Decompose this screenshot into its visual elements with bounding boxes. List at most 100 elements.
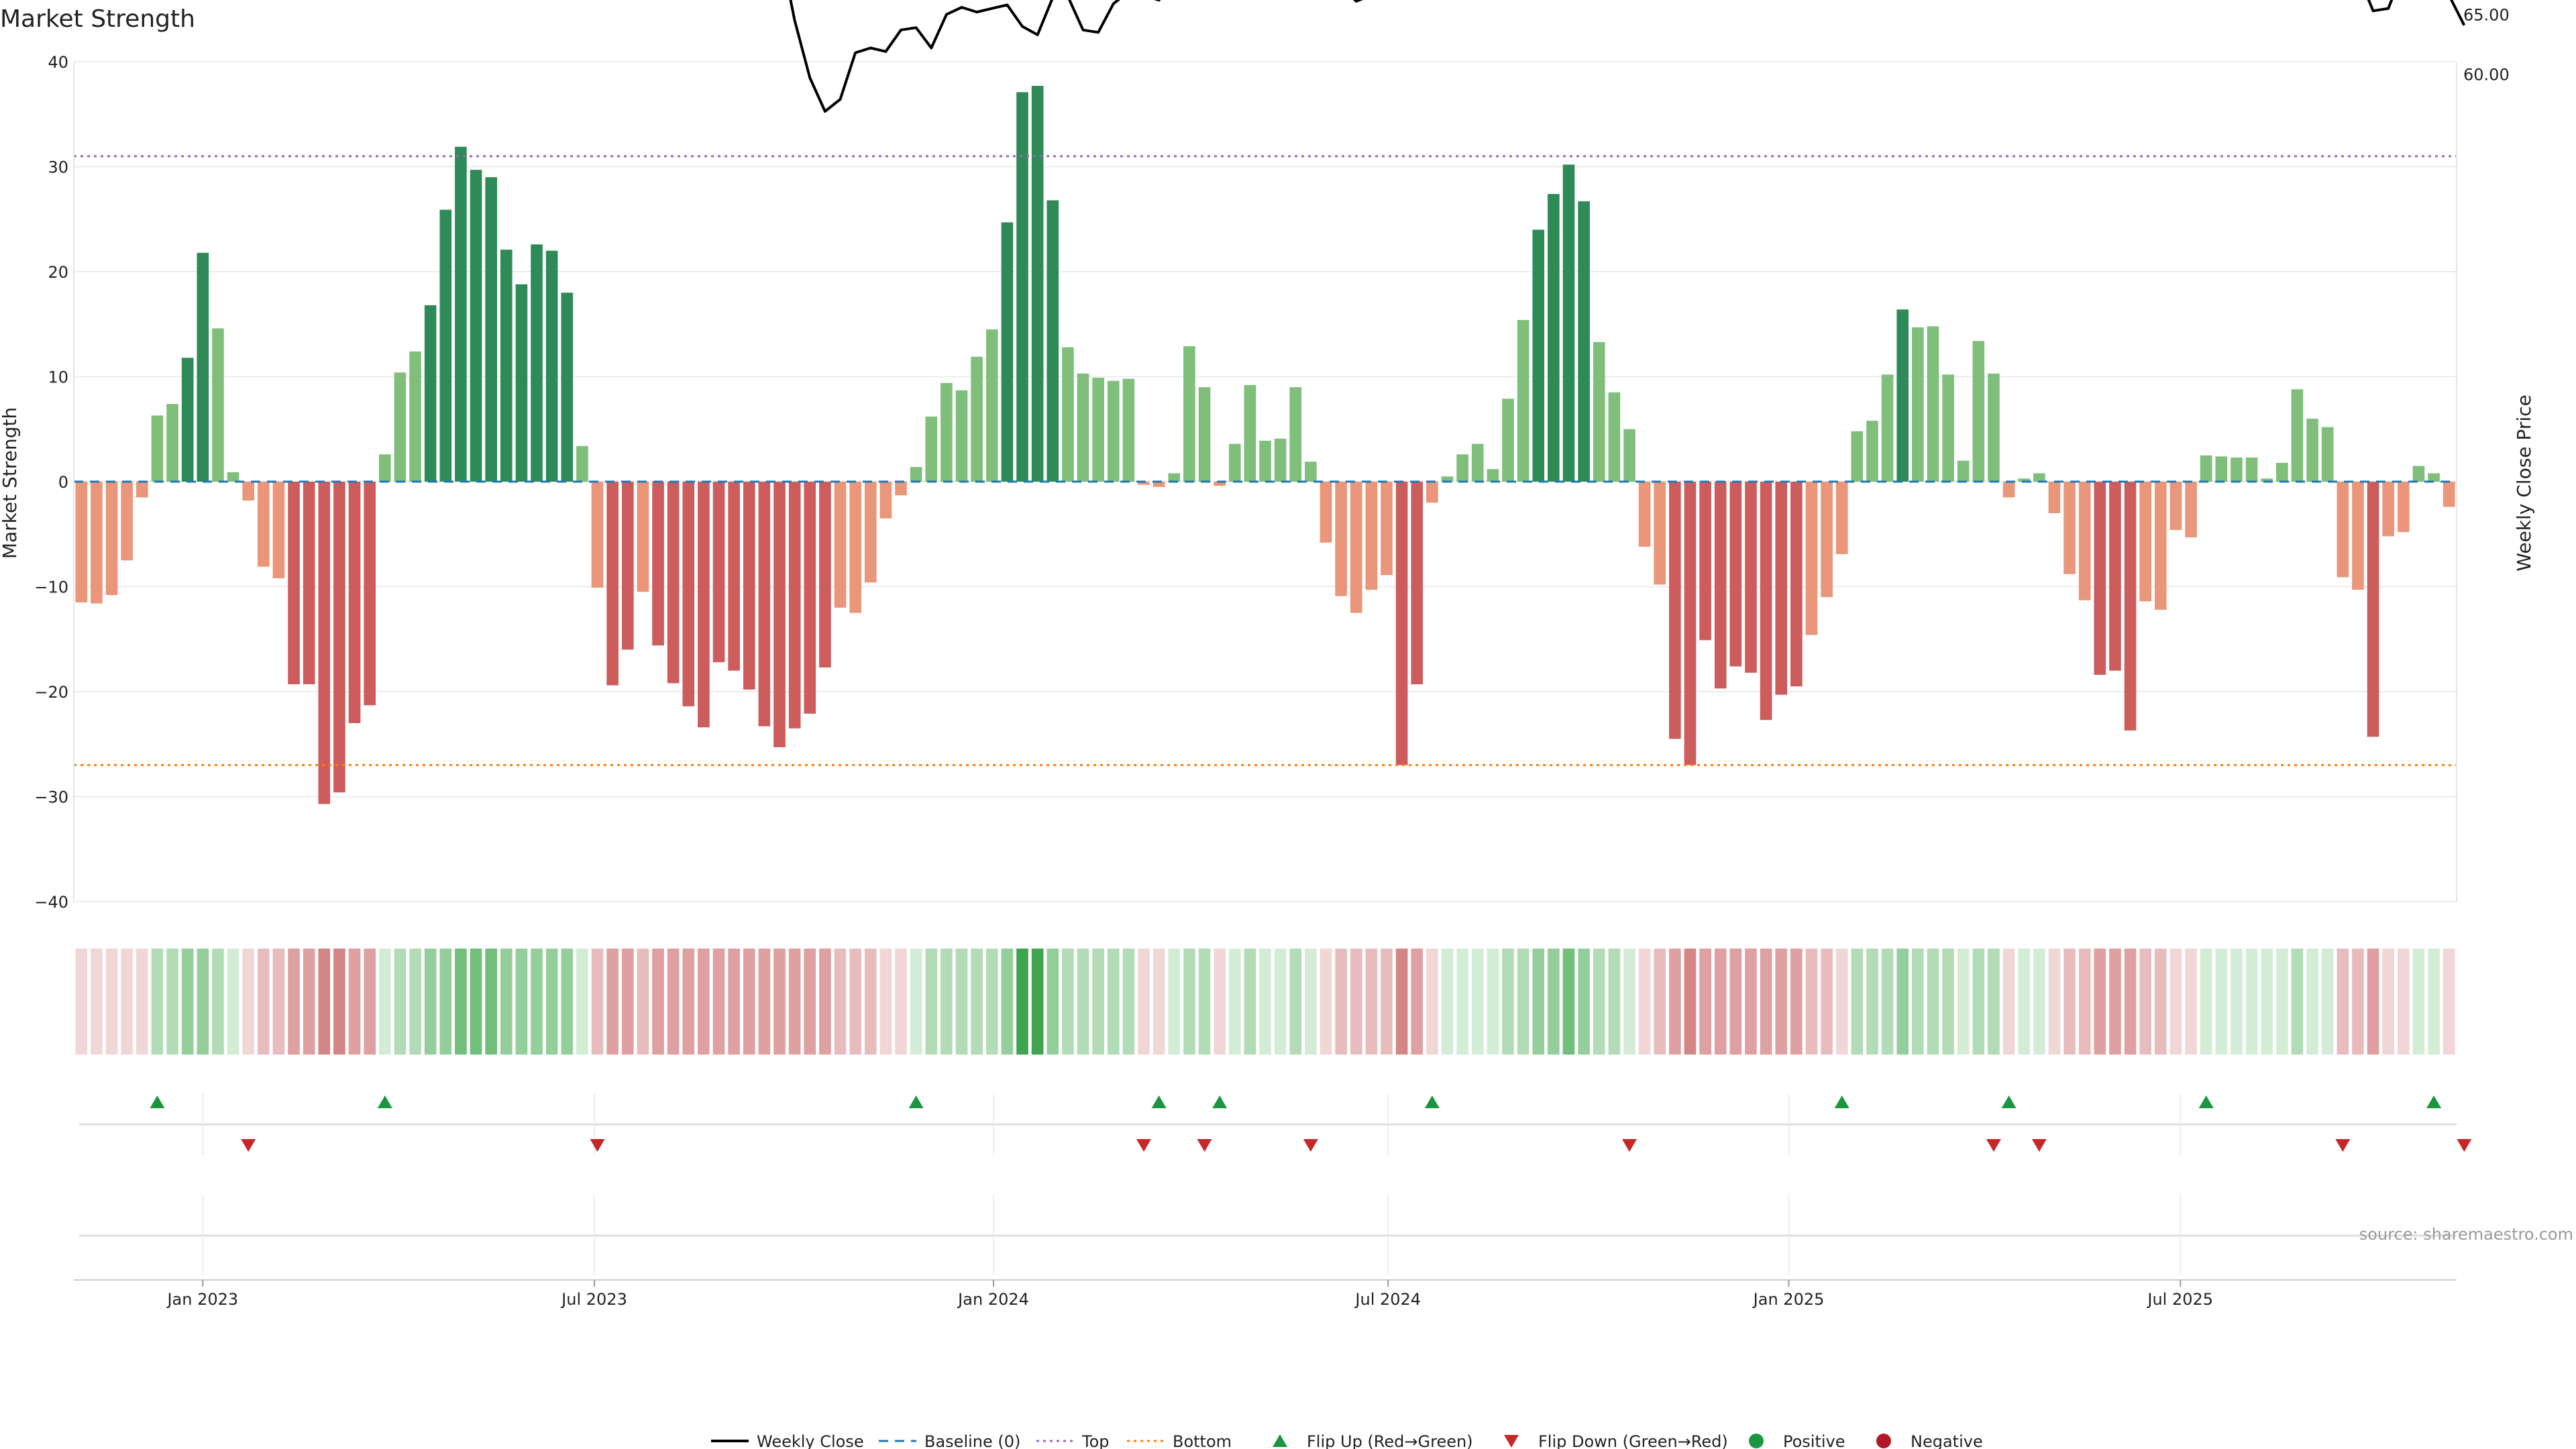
strength-bar (75, 482, 88, 602)
x-tick-label: Jan 2025 (1752, 1290, 1825, 1309)
strength-bar (348, 482, 361, 723)
strip-cell (849, 949, 861, 1055)
left-axis-title: Market Strength (0, 407, 21, 559)
legend: Weekly Close Baseline (0) Top Bottom Flip Up… (711, 1432, 1983, 1449)
strip-cell (2245, 949, 2258, 1055)
legend-item: Bottom (1127, 1432, 1232, 1449)
strength-bar (698, 482, 710, 728)
flip-down-marker (2031, 1139, 2047, 1152)
strip-cell (1487, 949, 1499, 1055)
strip-cell (788, 949, 801, 1055)
left-tick-label: −30 (34, 788, 68, 807)
strength-bar (1487, 469, 1499, 482)
legend-item: Flip Up (Red→Green) (1273, 1432, 1473, 1449)
strip-cell (1972, 949, 1985, 1055)
strength-bar (197, 252, 209, 482)
strength-bar (2002, 482, 2015, 498)
legend-label: Baseline (0) (924, 1432, 1020, 1449)
strength-bar (895, 482, 907, 496)
strip-cell (2337, 949, 2349, 1055)
flip-up-marker (1151, 1095, 1167, 1108)
strip-cell (1031, 949, 1044, 1055)
strip-cell (1320, 949, 1332, 1055)
strip-cell (941, 949, 953, 1055)
strip-cell (364, 949, 376, 1055)
strip-cell (318, 949, 331, 1055)
strip-cell (1441, 949, 1454, 1055)
strength-bar (1760, 482, 1772, 720)
strength-bar (561, 292, 574, 482)
strength-bar (2094, 482, 2106, 675)
left-tick-label: 0 (58, 473, 68, 492)
strip-cell (1335, 949, 1347, 1055)
strip-cell (378, 949, 391, 1055)
strength-bar (1593, 341, 1605, 482)
legend-swatch-negative (1876, 1434, 1891, 1448)
strip-cell (1305, 949, 1317, 1055)
strip-cell (1562, 949, 1575, 1055)
strip-cell (1471, 949, 1484, 1055)
strength-bar (1062, 347, 1074, 482)
strength-bar (712, 482, 725, 663)
strength-bar (1972, 341, 1985, 482)
strength-bar (1912, 327, 1924, 482)
strength-bar (1638, 482, 1651, 547)
strip-cell (971, 949, 983, 1055)
strip-cell (621, 949, 634, 1055)
strength-bar (470, 170, 482, 482)
strength-bar (819, 482, 831, 668)
strip-cell (75, 949, 88, 1055)
strength-bar (2245, 458, 2258, 482)
strip-cell (455, 949, 467, 1055)
strip-cell (1608, 949, 1621, 1055)
strength-bar (151, 415, 164, 482)
strength-bar (2291, 389, 2304, 482)
strip-cell (1107, 949, 1120, 1055)
strength-bar (743, 482, 755, 690)
strip-cell (743, 949, 755, 1055)
strength-bar (2352, 482, 2364, 590)
strip-cell (2124, 949, 2137, 1055)
left-tick-label: 10 (48, 368, 68, 387)
legend-item: Weekly Close (711, 1432, 864, 1449)
strength-bar (910, 467, 922, 482)
left-tick-label: −40 (34, 893, 68, 912)
strength-bar (2443, 482, 2455, 507)
strength-bar (1881, 374, 1894, 482)
strip-cell (2033, 949, 2045, 1055)
strip-cell (2139, 949, 2152, 1055)
strip-cell (257, 949, 270, 1055)
strength-bar (2428, 473, 2440, 482)
strength-bar (257, 482, 270, 567)
strength-bar (1714, 482, 1727, 689)
strength-bar (1259, 440, 1271, 482)
strength-bar (1654, 482, 1666, 585)
strength-bar (2169, 482, 2182, 530)
strength-bar (985, 329, 998, 482)
strength-bar (1775, 482, 1788, 695)
strength-bar (682, 482, 695, 706)
strength-bar (925, 416, 938, 482)
flip-down-marker (1621, 1139, 1637, 1152)
strip-cell (333, 949, 345, 1055)
strength-bar (2337, 482, 2349, 578)
strip-cell (1152, 949, 1165, 1055)
flip-up-marker (2001, 1095, 2017, 1108)
strip-cell (758, 949, 771, 1055)
strip-cell (606, 949, 619, 1055)
strength-bar (758, 482, 771, 727)
strength-bar (288, 482, 300, 685)
strip-cell (667, 949, 680, 1055)
strength-bar (637, 482, 649, 592)
strip-cell (2367, 949, 2379, 1055)
strength-bar (591, 482, 604, 588)
strength-bar (378, 454, 391, 482)
strip-cell (2321, 949, 2334, 1055)
legend-item: Positive (1749, 1432, 1845, 1449)
x-tick-label: Jul 2025 (2146, 1290, 2213, 1309)
strength-bar (834, 482, 847, 608)
strip-cell (227, 949, 239, 1055)
strip-cell (819, 949, 831, 1055)
strength-bar (1821, 482, 1833, 598)
